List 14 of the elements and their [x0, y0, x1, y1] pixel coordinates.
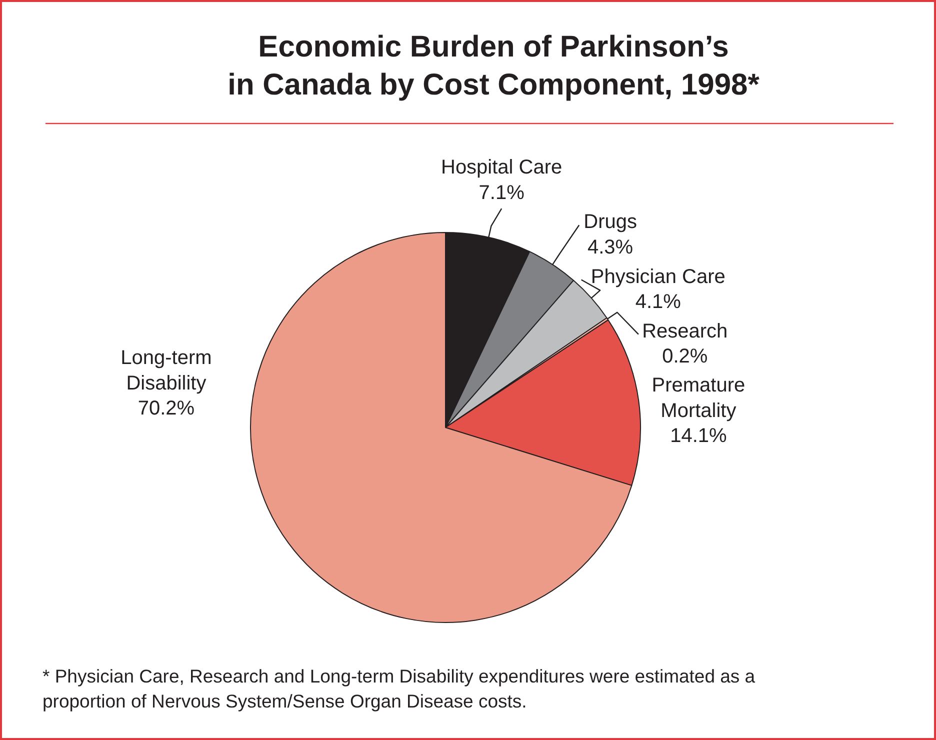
data-label: 4.3%: [588, 236, 634, 259]
data-label: 7.1%: [478, 182, 525, 204]
slice-label: Premature Mortality: [652, 374, 746, 422]
data-label: 4.1%: [635, 291, 682, 314]
text: * Physician Care, Research and Long-term Disability expenditures were estimated as a proportion of Nervous System/Sense Organ Disease costs.: [42, 666, 756, 712]
data-label: 0.2%: [662, 346, 708, 368]
data-label: 14.1%: [670, 425, 728, 448]
slice-label: Long-term Disability: [120, 346, 212, 394]
slice-label: Drugs: [584, 211, 637, 234]
slice-label: Research: [642, 320, 728, 342]
data-label: 70.2%: [138, 398, 195, 420]
slice-label: Physician Care: [590, 266, 726, 288]
slice-label: Hospital Care: [440, 156, 562, 179]
chart-title: Economic Burden of Parkinson’s in Canada by Cost Component, 1998*: [228, 30, 760, 102]
